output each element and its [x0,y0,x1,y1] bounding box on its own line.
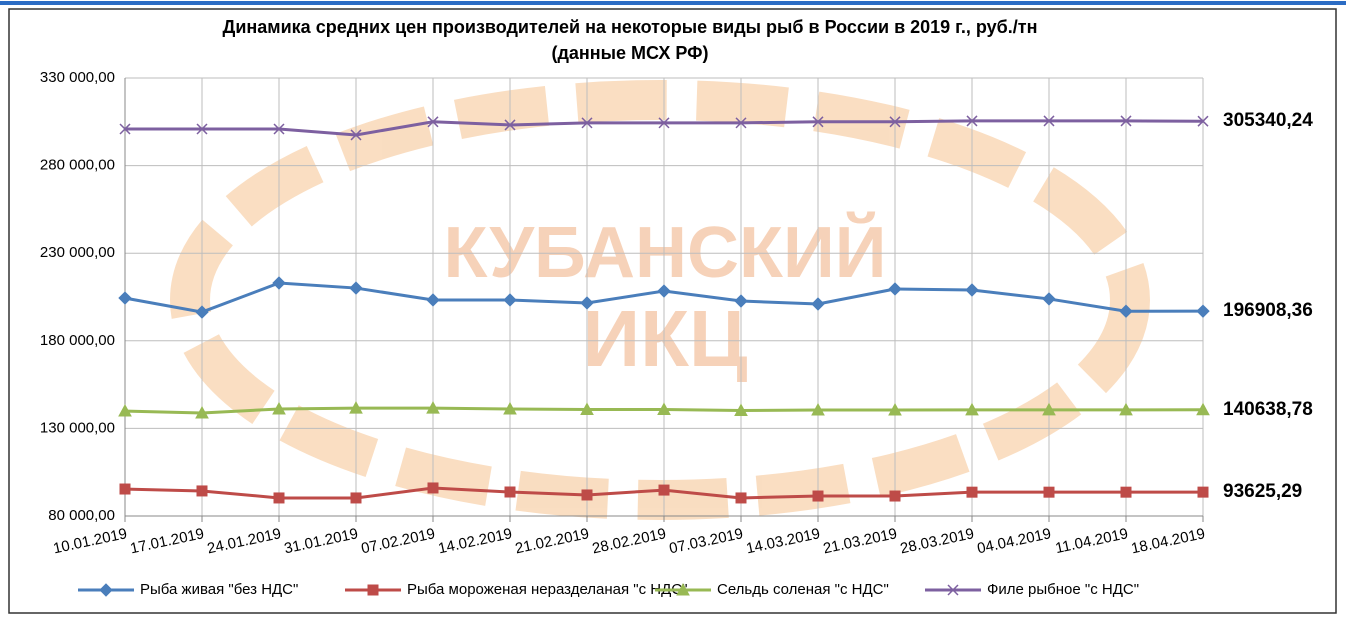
marker [1043,486,1055,498]
marker [1197,486,1209,498]
marker [272,276,286,290]
marker [196,485,208,497]
marker [1120,486,1132,498]
chart-title: (данные МСХ РФ) [552,43,709,63]
series: 140638,78 [118,399,1313,420]
marker [657,402,671,415]
marker [888,282,902,296]
marker [658,484,670,496]
y-tick-label: 230 000,00 [40,244,115,261]
marker [119,483,131,495]
marker [1119,402,1133,416]
data-label: 140638,78 [1223,399,1313,420]
marker [966,486,978,498]
marker [1197,115,1209,127]
marker [195,305,209,319]
marker [349,401,363,414]
marker [658,117,670,129]
marker [735,492,747,504]
marker [657,284,671,298]
marker [196,123,208,135]
marker [811,402,825,416]
marker [1196,402,1210,416]
marker [427,482,439,494]
legend-label: Сельдь соленая "с НДС" [717,581,889,598]
marker [503,293,517,307]
marker [812,116,824,128]
marker [426,401,440,414]
data-label: 305340,24 [1223,110,1313,131]
data-label: 93625,29 [1223,481,1302,502]
marker [735,117,747,129]
marker [349,281,363,295]
y-tick-label: 130 000,00 [40,419,115,436]
legend-label: Рыба живая "без НДС" [140,581,298,598]
marker [581,489,593,501]
marker [503,401,517,415]
marker [118,291,132,305]
marker [947,584,959,596]
marker [889,116,901,128]
marker [504,486,516,498]
watermark-text: КУБАНСКИЙ [444,211,887,293]
series: 305340,24 [119,110,1313,141]
marker [580,402,594,415]
marker [811,297,825,311]
marker [676,582,690,596]
marker [734,403,748,417]
series: 93625,29 [119,481,1302,504]
marker [1119,304,1133,318]
marker [965,402,979,416]
marker [581,117,593,129]
y-tick-label: 180 000,00 [40,332,115,349]
y-tick-label: 80 000,00 [48,507,115,524]
marker [99,583,113,597]
legend-label: Филе рыбное "с НДС" [987,581,1139,598]
marker [273,123,285,135]
marker [427,116,439,128]
frame [8,8,1337,614]
marker [350,129,362,141]
marker [1042,402,1056,416]
marker [367,584,379,596]
marker [812,490,824,502]
marker [273,492,285,504]
marker [889,490,901,502]
marker [119,123,131,135]
marker [272,401,286,415]
marker [195,405,209,419]
marker [118,404,132,417]
marker [1120,115,1132,127]
marker [1042,292,1056,306]
data-label: 196908,36 [1223,300,1313,321]
marker [966,115,978,127]
marker [426,293,440,307]
marker [965,283,979,297]
series: 196908,36 [118,276,1313,321]
marker [888,402,902,416]
chart-title: Динамика средних цен производителей на н… [223,17,1038,37]
marker [504,119,516,131]
marker [734,294,748,308]
marker [1196,304,1210,318]
y-tick-label: 330 000,00 [40,69,115,86]
watermark-text: ИКЦ [583,294,748,383]
marker [350,492,362,504]
watermark: КУБАНСКИЙ ИКЦ [170,80,1150,520]
y-tick-label: 280 000,00 [40,157,115,174]
marker [1043,115,1055,127]
legend-label: Рыба мороженая неразделаная "с НДС" [407,581,687,598]
marker [580,296,594,310]
